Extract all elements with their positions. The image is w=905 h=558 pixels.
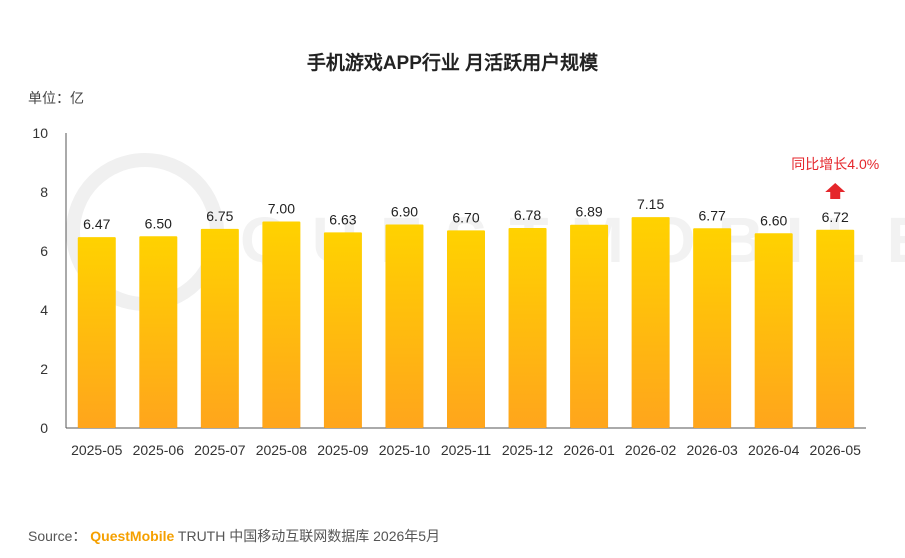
bar	[816, 229, 855, 428]
x-tick-label: 2025-09	[317, 442, 369, 458]
x-tick-label: 2026-03	[686, 442, 738, 458]
data-label: 6.77	[699, 207, 726, 223]
data-label: 7.00	[268, 201, 295, 217]
data-label: 6.72	[822, 209, 849, 225]
x-tick-label: 2025-11	[441, 442, 492, 458]
bar	[447, 230, 485, 428]
data-label: 7.15	[637, 196, 664, 212]
y-tick-label: 0	[40, 420, 48, 436]
y-tick-label: 10	[32, 125, 48, 141]
y-tick-label: 4	[40, 302, 48, 318]
bar	[570, 224, 609, 428]
data-label: 6.47	[83, 216, 110, 232]
source-prefix: Source：	[28, 528, 87, 544]
x-tick-label: 2025-12	[502, 442, 554, 458]
bar	[77, 237, 116, 428]
data-label: 6.63	[329, 211, 356, 227]
source-note: Source： QuestMobile TRUTH 中国移动互联网数据库 202…	[28, 526, 440, 546]
unit-label: 单位：亿	[28, 90, 84, 106]
x-tick-label: 2026-05	[810, 442, 862, 458]
bar	[262, 221, 301, 428]
source-suffix: TRUTH 中国移动互联网数据库 2026年5月	[177, 528, 441, 544]
chart-title: 手机游戏APP行业 月活跃用户规模	[306, 53, 599, 74]
data-label: 6.78	[514, 207, 541, 223]
x-tick-label: 2025-05	[71, 442, 123, 458]
yoy-growth-label: 同比增长4.0%	[791, 156, 879, 172]
x-tick-label: 2026-04	[748, 442, 800, 458]
bar	[323, 232, 362, 428]
bar	[200, 228, 239, 428]
data-label: 6.60	[760, 212, 787, 228]
data-label: 6.89	[575, 204, 602, 220]
up-arrow-icon	[825, 183, 846, 199]
bar	[139, 236, 178, 428]
x-tick-label: 2026-01	[563, 442, 615, 458]
data-label: 6.75	[206, 208, 233, 224]
data-label: 6.90	[391, 203, 418, 219]
data-label: 6.50	[145, 215, 172, 231]
bar	[385, 224, 424, 428]
x-tick-label: 2026-02	[625, 442, 677, 458]
y-tick-label: 2	[40, 361, 48, 377]
source-brand: QuestMobile	[90, 528, 175, 544]
bar	[754, 233, 793, 428]
bar	[508, 227, 547, 428]
x-tick-label: 2025-08	[256, 442, 308, 458]
y-tick-label: 6	[40, 243, 48, 259]
bar	[631, 217, 670, 428]
data-label: 6.70	[452, 209, 479, 225]
bar	[693, 228, 732, 428]
y-tick-label: 8	[40, 184, 48, 200]
x-tick-label: 2025-06	[133, 442, 185, 458]
x-tick-label: 2025-10	[379, 442, 431, 458]
x-tick-label: 2025-07	[194, 442, 246, 458]
